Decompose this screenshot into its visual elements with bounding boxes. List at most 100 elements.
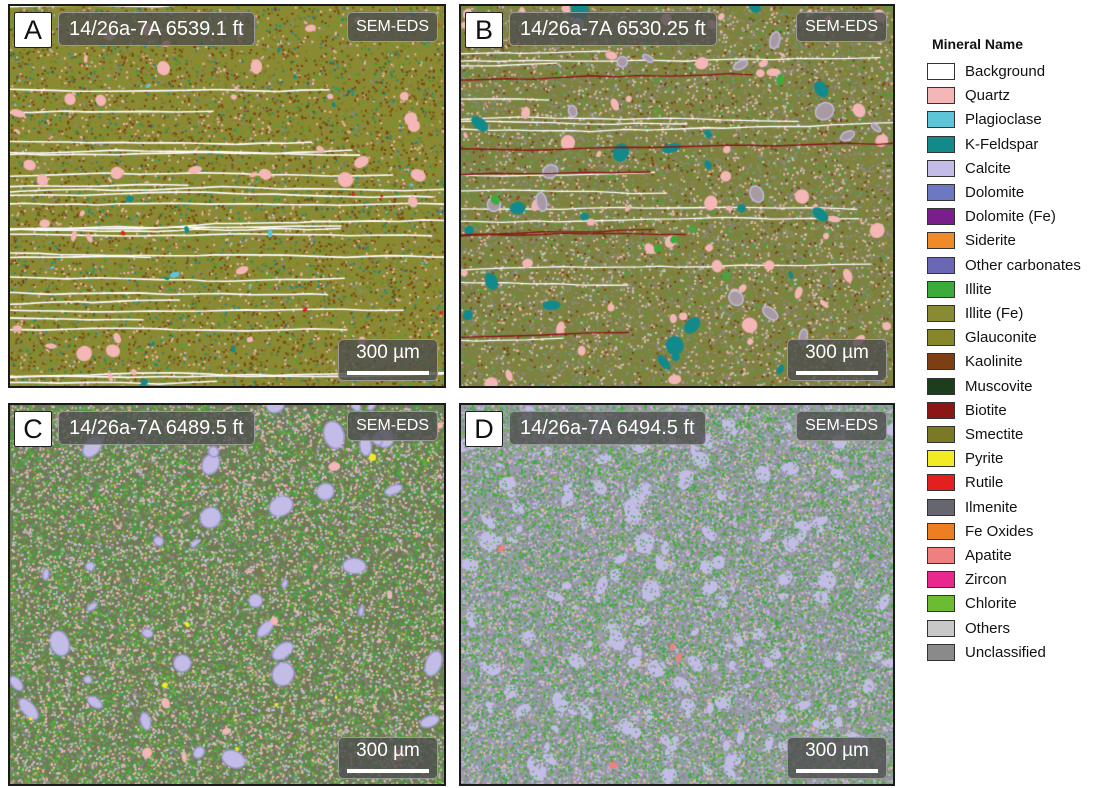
scale-bar-c: 300 µm: [338, 737, 438, 779]
legend-label: Illite: [965, 280, 992, 298]
legend-swatch: [927, 111, 955, 129]
legend-item: Illite: [927, 279, 1107, 301]
legend-swatch: [927, 305, 955, 322]
legend-swatch: [927, 377, 955, 395]
panel-letter-d: D: [465, 411, 503, 447]
scale-bar-line-c: [347, 769, 429, 773]
scale-label-a: 300 µm: [356, 342, 420, 363]
legend-swatch: [927, 329, 955, 347]
legend-item: Apatite: [927, 545, 1107, 567]
scale-bar-line-d: [796, 769, 878, 773]
method-label-a: SEM-EDS: [347, 12, 438, 42]
legend-item: Dolomite (Fe): [927, 206, 1107, 228]
legend-item: Others: [927, 618, 1107, 640]
legend-swatch: [927, 135, 955, 153]
legend-swatch: [927, 87, 955, 105]
legend-swatch: [927, 208, 955, 226]
legend-item: Dolomite: [927, 182, 1107, 204]
legend-label: Other carbonates: [965, 256, 1081, 274]
legend-swatch: [927, 63, 955, 80]
legend-item: Chlorite: [927, 593, 1107, 615]
legend-swatch: [927, 522, 955, 540]
scale-bar-a: 300 µm: [338, 339, 438, 381]
legend-label: Kaolinite: [965, 353, 1023, 371]
legend-swatch: [927, 184, 955, 201]
legend-swatch: [927, 595, 955, 613]
scale-label-d: 300 µm: [805, 740, 869, 761]
legend-label: Quartz: [965, 87, 1011, 105]
legend-item: Glauconite: [927, 327, 1107, 349]
panel-letter-c: C: [14, 411, 52, 447]
mineral-map-image-b: [461, 6, 893, 386]
legend-label: Chlorite: [965, 595, 1017, 613]
scale-bar-line-b: [796, 371, 878, 375]
legend-item: Plagioclase: [927, 109, 1107, 131]
legend-item: Illite (Fe): [927, 303, 1107, 325]
scale-bar-line-a: [347, 371, 429, 375]
legend-item: Background: [927, 61, 1107, 83]
legend-swatch: [927, 256, 955, 274]
legend-label: Biotite: [965, 401, 1007, 419]
method-label-c: SEM-EDS: [347, 411, 438, 441]
legend-swatch: [927, 401, 955, 419]
panel-letter-a: A: [14, 12, 52, 48]
legend-swatch: [927, 426, 955, 443]
legend-label: Muscovite: [965, 377, 1033, 395]
scale-bar-d: 300 µm: [787, 737, 887, 779]
panel-letter-b: B: [465, 12, 503, 48]
legend-title: Mineral Name: [932, 36, 1024, 52]
legend-item: Ilmenite: [927, 497, 1107, 519]
sem-map-panel-d: D 14/26a-7A 6494.5 ft SEM-EDS 300 µm: [459, 403, 895, 786]
legend-item: Zircon: [927, 569, 1107, 591]
legend-label: Ilmenite: [965, 498, 1018, 516]
sample-label-a: 14/26a-7A 6539.1 ft: [58, 12, 255, 46]
legend-item: Rutile: [927, 472, 1107, 494]
method-label-b: SEM-EDS: [796, 12, 887, 42]
legend-swatch: [927, 571, 955, 589]
legend-label: Rutile: [965, 474, 1004, 492]
legend-label: Plagioclase: [965, 111, 1042, 129]
sample-label-d: 14/26a-7A 6494.5 ft: [509, 411, 706, 445]
legend-label: Apatite: [965, 547, 1012, 564]
legend-label: Unclassified: [965, 643, 1046, 661]
legend-swatch: [927, 232, 955, 250]
mineral-map-image-c: [10, 405, 444, 784]
legend-swatch: [927, 450, 955, 468]
sem-map-panel-b: B 14/26a-7A 6530.25 ft SEM-EDS 300 µm: [459, 4, 895, 388]
legend-swatch: [927, 643, 955, 661]
legend-item: Siderite: [927, 230, 1107, 252]
legend-swatch: [927, 159, 955, 177]
mineral-map-image-a: [10, 6, 444, 386]
sample-label-c: 14/26a-7A 6489.5 ft: [58, 411, 255, 445]
legend-label: Dolomite: [965, 184, 1025, 201]
legend-swatch: [927, 474, 955, 492]
legend-item: Calcite: [927, 158, 1107, 180]
legend-label: Zircon: [965, 571, 1007, 589]
legend-item: Muscovite: [927, 376, 1107, 398]
sem-map-panel-a: A 14/26a-7A 6539.1 ft SEM-EDS 300 µm: [8, 4, 446, 388]
legend-swatch: [927, 498, 955, 516]
legend-swatch: [927, 280, 955, 298]
legend-label: Illite (Fe): [965, 305, 1024, 322]
legend-label: Fe Oxides: [965, 522, 1034, 540]
sample-label-b: 14/26a-7A 6530.25 ft: [509, 12, 717, 46]
legend-label: Calcite: [965, 159, 1011, 177]
sem-map-panel-c: C 14/26a-7A 6489.5 ft SEM-EDS 300 µm: [8, 403, 446, 786]
legend-label: K-Feldspar: [965, 135, 1039, 153]
scale-label-c: 300 µm: [356, 740, 420, 761]
legend-item: Biotite: [927, 400, 1107, 422]
legend-label: Pyrite: [965, 450, 1004, 468]
legend-label: Glauconite: [965, 329, 1037, 347]
legend-label: Smectite: [965, 426, 1024, 443]
legend-item: K-Feldspar: [927, 134, 1107, 156]
legend-item: Quartz: [927, 85, 1107, 107]
legend-label: Background: [965, 63, 1046, 80]
legend-label: Siderite: [965, 232, 1016, 250]
legend-item: Fe Oxides: [927, 521, 1107, 543]
scale-label-b: 300 µm: [805, 342, 869, 363]
method-label-d: SEM-EDS: [796, 411, 887, 441]
legend-item: Other carbonates: [927, 255, 1107, 277]
legend-swatch: [927, 619, 955, 637]
legend-item: Unclassified: [927, 642, 1107, 664]
legend-item: Pyrite: [927, 448, 1107, 470]
